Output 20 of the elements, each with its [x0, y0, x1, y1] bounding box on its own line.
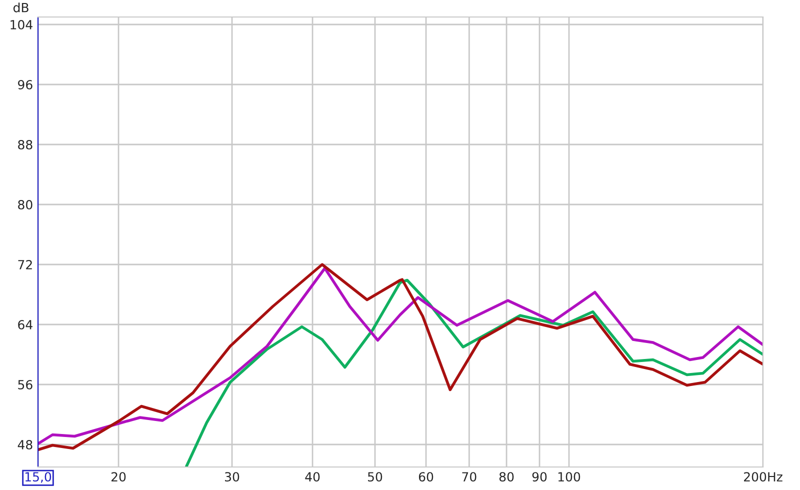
x-tick-label: 30 — [225, 472, 240, 482]
y-tick-label: 56 — [18, 380, 32, 390]
y-tick-label: 88 — [18, 140, 32, 150]
y-axis-title: dB — [13, 2, 28, 12]
y-tick-label: 104 — [10, 20, 32, 30]
y-tick-label: 48 — [18, 440, 32, 450]
x-tick-label: 100 — [558, 472, 580, 482]
y-tick-label: 72 — [18, 260, 32, 270]
x-tick-label: 50 — [368, 472, 382, 482]
x-tick-label: 15,0 — [25, 472, 52, 483]
x-tick-label: 60 — [418, 472, 434, 482]
x-tick-label: 200Hz — [744, 472, 782, 482]
x-tick-label: 70 — [462, 472, 476, 482]
x-tick-label: 20 — [111, 472, 126, 482]
y-tick-label: 96 — [18, 80, 32, 90]
y-tick-label: 80 — [18, 200, 32, 210]
x-tick-label: 40 — [305, 472, 320, 482]
x-tick-label: 90 — [532, 472, 547, 482]
x-tick-label: 80 — [499, 472, 514, 482]
y-tick-label: 64 — [18, 320, 32, 330]
